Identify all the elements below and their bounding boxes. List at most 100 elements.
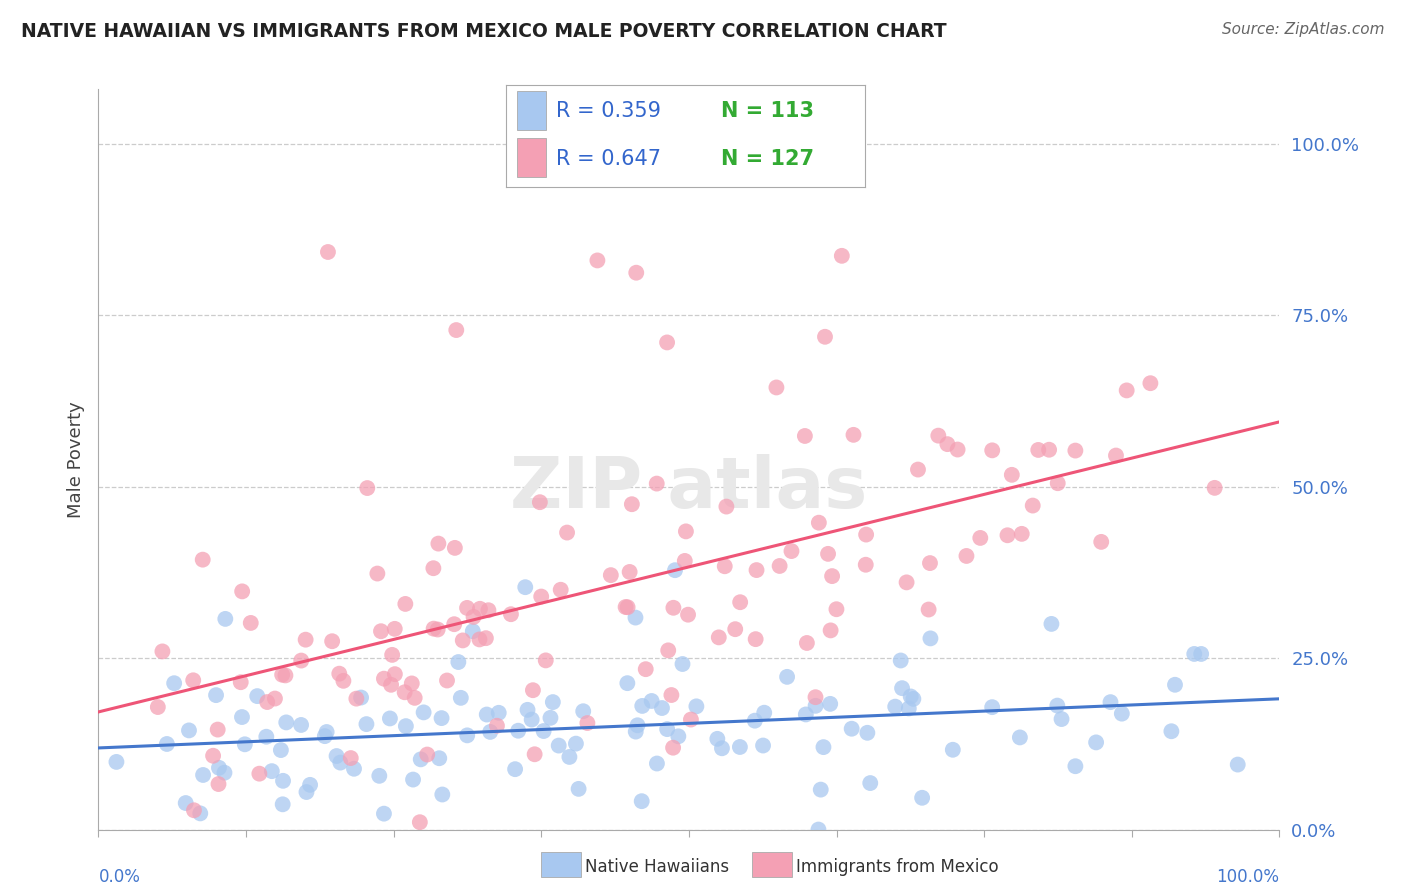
Point bbox=[555, 525, 578, 540]
Point bbox=[796, 636, 818, 650]
Point bbox=[1022, 499, 1045, 513]
Point bbox=[202, 748, 225, 763]
Point bbox=[156, 737, 179, 751]
Point bbox=[295, 785, 318, 799]
Point bbox=[214, 612, 236, 626]
Point bbox=[231, 710, 253, 724]
Point bbox=[368, 769, 391, 783]
Point bbox=[911, 790, 934, 805]
Text: R = 0.359: R = 0.359 bbox=[557, 102, 661, 121]
Point bbox=[661, 688, 683, 702]
Point bbox=[366, 566, 388, 581]
Point bbox=[239, 615, 262, 630]
Point bbox=[662, 600, 685, 615]
Point bbox=[918, 556, 941, 570]
Point bbox=[475, 631, 498, 645]
Point bbox=[422, 622, 444, 636]
Point bbox=[1115, 384, 1137, 398]
Point bbox=[1040, 616, 1063, 631]
Point bbox=[825, 602, 848, 616]
Point bbox=[315, 725, 337, 739]
Point bbox=[1008, 731, 1031, 745]
Point bbox=[550, 582, 572, 597]
Point bbox=[271, 773, 294, 788]
Point bbox=[818, 697, 841, 711]
Point bbox=[631, 698, 654, 713]
Point bbox=[624, 610, 647, 624]
Point bbox=[339, 751, 361, 765]
Point bbox=[813, 740, 835, 755]
Point bbox=[997, 528, 1019, 542]
Point bbox=[373, 806, 395, 821]
Point bbox=[804, 690, 827, 705]
Point bbox=[523, 747, 546, 762]
Point bbox=[710, 741, 733, 756]
Point bbox=[1064, 759, 1087, 773]
Point bbox=[657, 643, 679, 657]
Point bbox=[401, 676, 423, 690]
Point bbox=[645, 756, 668, 771]
Point bbox=[884, 699, 907, 714]
Point bbox=[343, 762, 366, 776]
Point bbox=[927, 428, 949, 442]
Point bbox=[706, 731, 728, 746]
Point bbox=[432, 788, 454, 802]
Point bbox=[456, 728, 478, 742]
Text: NATIVE HAWAIIAN VS IMMIGRANTS FROM MEXICO MALE POVERTY CORRELATION CHART: NATIVE HAWAIIAN VS IMMIGRANTS FROM MEXIC… bbox=[21, 22, 946, 41]
Point bbox=[946, 442, 969, 457]
Point bbox=[276, 715, 298, 730]
Point bbox=[673, 554, 696, 568]
Point bbox=[404, 690, 426, 705]
Point bbox=[384, 667, 406, 681]
Point bbox=[254, 730, 277, 744]
Point bbox=[461, 624, 484, 639]
Point bbox=[412, 706, 434, 720]
Point bbox=[955, 549, 977, 563]
Point bbox=[191, 552, 214, 566]
Point bbox=[942, 743, 965, 757]
Point bbox=[274, 668, 297, 682]
Point bbox=[207, 723, 229, 737]
Point bbox=[907, 462, 929, 476]
Point bbox=[205, 688, 228, 702]
Point bbox=[430, 711, 453, 725]
Point bbox=[1105, 449, 1128, 463]
Point bbox=[856, 726, 879, 740]
Point bbox=[456, 600, 478, 615]
Point bbox=[1164, 678, 1187, 692]
Point bbox=[807, 822, 830, 837]
Point bbox=[675, 524, 697, 539]
Text: Source: ZipAtlas.com: Source: ZipAtlas.com bbox=[1222, 22, 1385, 37]
Point bbox=[443, 617, 465, 632]
Point bbox=[626, 718, 648, 732]
Point bbox=[565, 737, 588, 751]
Point bbox=[572, 704, 595, 718]
Point bbox=[890, 653, 912, 667]
Point bbox=[620, 497, 643, 511]
Point bbox=[1026, 442, 1049, 457]
Point bbox=[745, 563, 768, 577]
Point bbox=[614, 600, 637, 615]
Point bbox=[540, 711, 562, 725]
Point bbox=[256, 695, 278, 709]
Point bbox=[503, 762, 526, 776]
Point bbox=[1046, 476, 1069, 491]
Point bbox=[728, 739, 751, 754]
Point bbox=[479, 725, 502, 739]
Point bbox=[793, 429, 815, 443]
Point bbox=[776, 670, 799, 684]
Point bbox=[271, 667, 294, 681]
Point bbox=[402, 772, 425, 787]
Point bbox=[105, 755, 128, 769]
Point bbox=[841, 722, 863, 736]
Point bbox=[350, 690, 373, 705]
Point bbox=[174, 796, 197, 810]
Point bbox=[1011, 526, 1033, 541]
Point bbox=[381, 648, 404, 662]
Text: 0.0%: 0.0% bbox=[98, 869, 141, 887]
Point bbox=[768, 558, 790, 573]
Point bbox=[477, 603, 499, 617]
Point bbox=[859, 776, 882, 790]
Bar bbox=[517, 91, 546, 130]
Point bbox=[394, 597, 416, 611]
